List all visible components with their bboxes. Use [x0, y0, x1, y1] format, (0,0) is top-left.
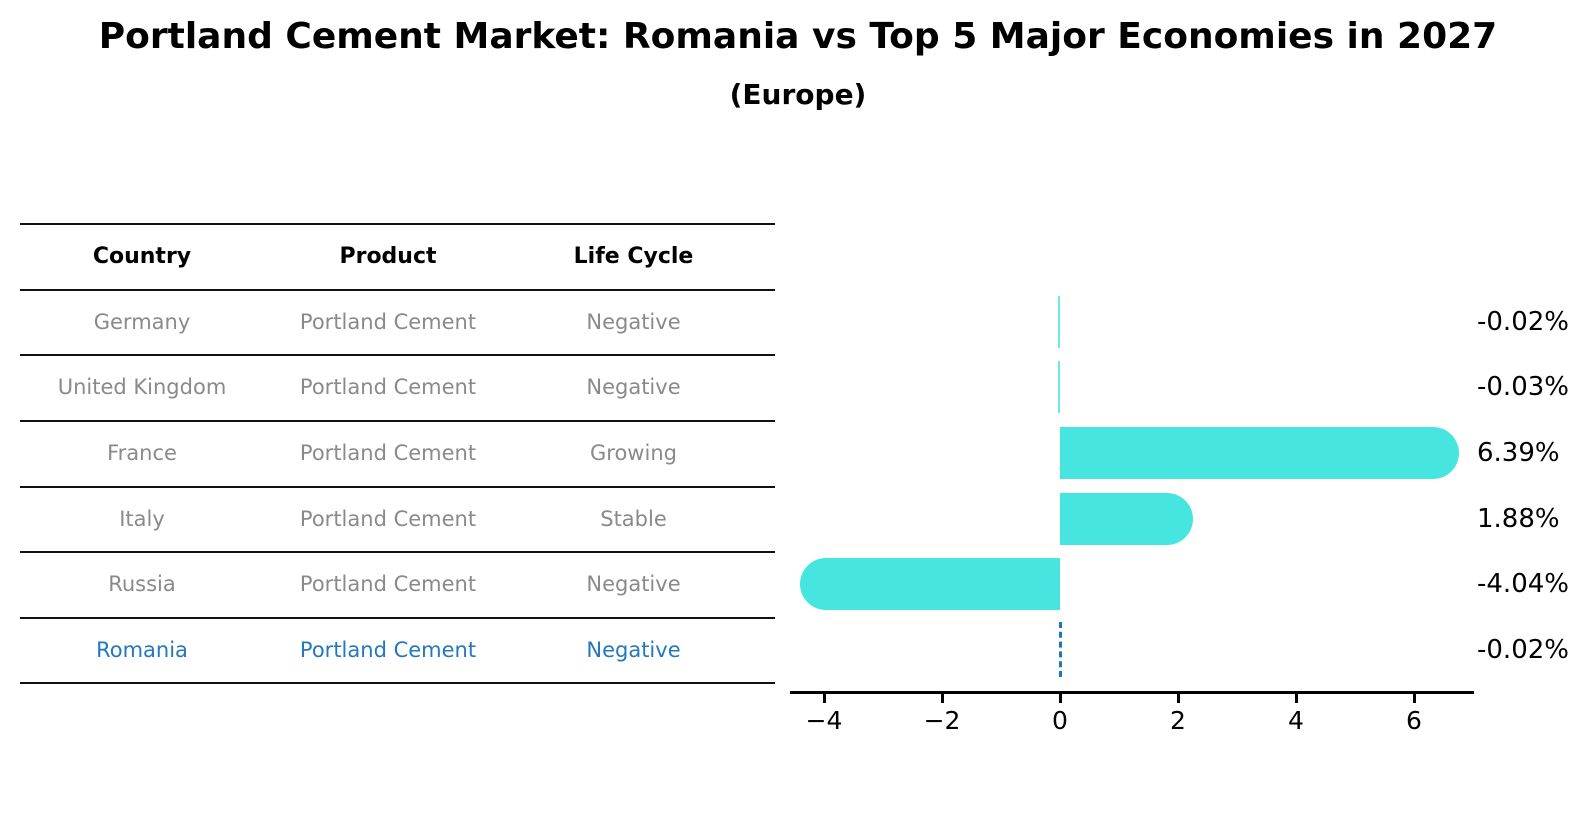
- value-label-france: 6.39%: [1477, 438, 1560, 468]
- table-cell-france-product: Portland Cement: [299, 441, 477, 465]
- table-cell-italy-life_cycle: Stable: [600, 506, 667, 531]
- table-cell-france-country: France: [107, 441, 177, 465]
- table-cell-romania-product: Portland Cement: [299, 637, 477, 662]
- x-axis-tick: [1177, 694, 1180, 703]
- table-cell-russia-country: Russia: [108, 572, 176, 596]
- table-cell-russia-product: Portland Cement: [299, 572, 477, 596]
- table-cell-france-life_cycle: Growing: [590, 441, 677, 465]
- table-rule: [20, 289, 775, 291]
- x-axis-tick: [1413, 694, 1416, 703]
- value-label-germany: -0.02%: [1477, 306, 1569, 337]
- table-cell-united-kingdom-product: Portland Cement: [299, 375, 477, 399]
- bar-russia: [799, 558, 1060, 610]
- table-cell-germany-product: Portland Cement: [299, 309, 477, 334]
- x-axis-tick-label: 2: [1170, 706, 1186, 735]
- table-rule: [20, 486, 775, 488]
- table-cell-romania-life_cycle: Negative: [586, 637, 681, 662]
- value-label-italy: 1.88%: [1477, 503, 1560, 534]
- table-header-product: Product: [339, 243, 437, 269]
- table-header-country: Country: [92, 243, 192, 269]
- table-cell-italy-country: Italy: [119, 506, 165, 531]
- table-rule: [20, 617, 775, 619]
- table-cell-germany-country: Germany: [93, 309, 191, 334]
- bar-france: [1060, 427, 1459, 479]
- x-axis-line: [790, 691, 1474, 694]
- bar-italy: [1060, 492, 1193, 545]
- table-rule: [20, 682, 775, 684]
- page-title: Portland Cement Market: Romania vs Top 5…: [98, 16, 1498, 57]
- x-axis-tick: [1295, 694, 1298, 703]
- x-axis-tick-label: −2: [923, 706, 961, 735]
- table-rule: [20, 420, 775, 422]
- x-axis-tick-label: 0: [1052, 706, 1068, 735]
- page-subtitle: (Europe): [729, 78, 867, 111]
- bar-united-kingdom: [1058, 361, 1060, 413]
- table-rule: [20, 354, 775, 356]
- table-rule: [20, 551, 775, 553]
- table-cell-united-kingdom-country: United Kingdom: [57, 375, 227, 399]
- table-cell-romania-country: Romania: [96, 637, 188, 662]
- table-header-life_cycle: Life Cycle: [573, 243, 694, 269]
- x-axis-tick-label: −4: [805, 706, 843, 735]
- value-label-russia: -4.04%: [1477, 569, 1569, 599]
- x-axis-tick: [823, 694, 826, 703]
- table-rule: [20, 223, 775, 225]
- value-label-romania: -0.02%: [1477, 634, 1569, 665]
- x-axis-tick: [1059, 694, 1062, 703]
- table-cell-united-kingdom-life_cycle: Negative: [586, 375, 681, 399]
- bar-romania: [1059, 622, 1062, 677]
- value-label-united-kingdom: -0.03%: [1477, 372, 1569, 402]
- table-cell-germany-life_cycle: Negative: [586, 309, 681, 334]
- bar-germany: [1058, 295, 1060, 348]
- x-axis-tick-label: 4: [1288, 706, 1304, 735]
- table-cell-italy-product: Portland Cement: [299, 506, 477, 531]
- table-cell-russia-life_cycle: Negative: [586, 572, 681, 596]
- x-axis-tick: [941, 694, 944, 703]
- x-axis-tick-label: 6: [1406, 706, 1422, 735]
